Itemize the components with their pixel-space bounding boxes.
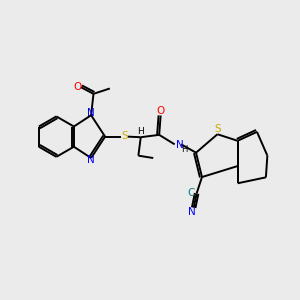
Text: S: S [121,131,128,141]
Text: N: N [188,207,196,218]
Text: H: H [181,145,188,154]
Text: C: C [188,188,195,198]
Text: H: H [137,127,143,136]
Text: O: O [73,82,81,92]
Text: N: N [87,108,95,118]
Text: O: O [157,106,165,116]
Text: S: S [214,124,221,134]
Text: N: N [176,140,184,150]
Text: N: N [87,155,95,165]
